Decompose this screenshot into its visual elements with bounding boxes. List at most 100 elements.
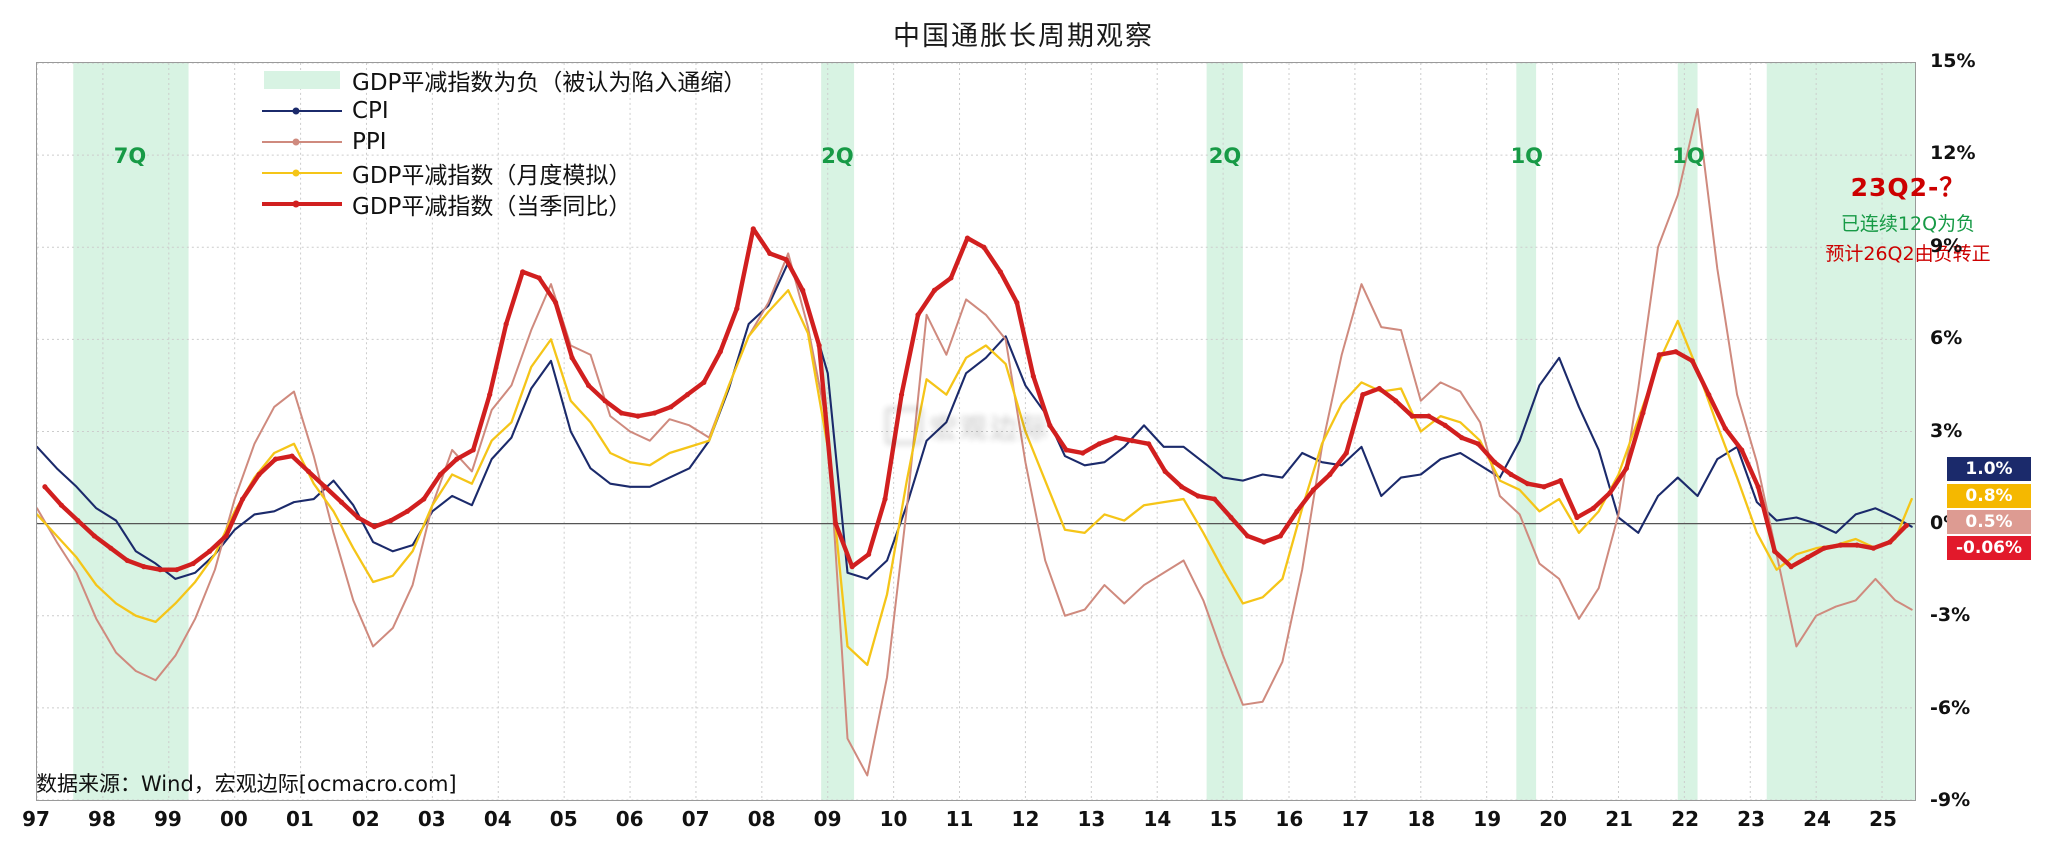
series-marker-3: [322, 484, 328, 490]
series-marker-3: [1426, 413, 1432, 419]
x-axis-tick: 09: [813, 807, 842, 831]
legend-item-cpi[interactable]: CPI: [258, 95, 746, 126]
series-marker-3: [1524, 481, 1531, 487]
x-axis-tick: 13: [1077, 807, 1106, 831]
series-marker-3: [124, 557, 130, 564]
series-marker-3: [487, 392, 493, 398]
series-marker-3: [1788, 564, 1794, 570]
legend-marker-icon: [292, 169, 300, 176]
deflation-band-label-3: 1Q: [1510, 144, 1544, 168]
series-marker-3: [1640, 410, 1646, 416]
legend-marker-icon: [292, 200, 300, 207]
series-marker-3: [585, 382, 592, 389]
deflation-band-0: [73, 63, 189, 800]
series-marker-3: [371, 524, 377, 530]
legend-item-ppi[interactable]: PPI: [258, 126, 746, 157]
series-marker-3: [618, 410, 625, 416]
series-marker-3: [91, 533, 97, 539]
legend-item-defl_m[interactable]: GDP平减指数（月度模拟）: [258, 157, 746, 189]
x-axis-tick: 19: [1473, 807, 1502, 831]
series-marker-3: [701, 379, 707, 385]
series-marker-3: [833, 521, 839, 527]
series-marker-3: [1162, 468, 1168, 475]
legend-line-icon: [262, 171, 342, 174]
legend-key-ppi: [258, 133, 346, 151]
deflation-band-4: [1677, 63, 1698, 800]
series-marker-3: [849, 564, 855, 570]
series-marker-3: [141, 564, 147, 570]
plot-svg: [37, 63, 1915, 800]
series-marker-3: [1063, 447, 1069, 453]
x-axis-tick: 08: [747, 807, 776, 831]
series-marker-3: [1459, 435, 1465, 441]
legend-marker-icon: [292, 138, 300, 145]
legend-item-defl_q[interactable]: GDP平减指数（当季同比）: [258, 188, 746, 220]
series-line-0: [37, 261, 1913, 580]
series-marker-3: [1244, 533, 1251, 539]
series-line-3: [42, 226, 1909, 572]
series-marker-3: [355, 514, 361, 521]
series-marker-3: [1541, 484, 1547, 490]
series-marker-3: [717, 349, 723, 355]
x-axis-tick: 98: [88, 807, 116, 831]
series-marker-3: [58, 502, 64, 508]
series-marker-3: [1376, 385, 1382, 392]
series-marker-3: [42, 484, 48, 490]
legend-line-icon: [262, 140, 342, 143]
series-marker-3: [552, 299, 559, 306]
x-axis-tick: 00: [219, 807, 248, 831]
series-marker-3: [915, 312, 921, 318]
series-marker-3: [239, 496, 246, 502]
legend-label: GDP平减指数（月度模拟）: [352, 162, 632, 189]
series-marker-3: [1491, 459, 1498, 465]
series-marker-3: [305, 468, 312, 475]
legend-line-icon: [262, 201, 342, 206]
legend-key-cpi: [258, 102, 346, 120]
series-line-2: [37, 289, 1913, 667]
legend-key-defl_m: [258, 164, 346, 182]
series-marker-3: [1360, 392, 1366, 398]
series-marker-3: [223, 533, 229, 539]
y-axis-tick: 12%: [1930, 142, 1976, 165]
series-marker-3: [1689, 358, 1695, 364]
legend-label: CPI: [352, 97, 389, 124]
y-axis-tick: 15%: [1930, 50, 1976, 72]
series-marker-3: [1096, 441, 1102, 447]
series-marker-3: [1211, 496, 1218, 502]
x-axis-tick: 23: [1737, 807, 1765, 831]
x-axis-tick: 04: [483, 807, 512, 831]
series-marker-3: [1393, 398, 1399, 404]
series-marker-3: [1837, 542, 1844, 548]
x-axis-tick: 21: [1605, 807, 1634, 831]
y-axis-tick: 9%: [1930, 234, 1963, 257]
series-marker-3: [1343, 450, 1349, 456]
page-title: 中国通胀长周期观察: [893, 21, 1154, 52]
series-marker-3: [190, 560, 196, 567]
series-marker-3: [569, 355, 575, 361]
y-axis-tick: -9%: [1930, 789, 1971, 811]
annotation-line-2: 已连续12Q为负: [1840, 213, 1976, 235]
series-marker-3: [1821, 545, 1827, 551]
forecast-annotation: 23Q2-？ 已连续12Q为负 预计26Q2由负转正: [1778, 168, 2038, 266]
series-marker-3: [997, 269, 1003, 275]
annotation-line-1: 23Q2-？: [1850, 173, 1966, 202]
series-marker-3: [1014, 299, 1020, 306]
series-marker-3: [1854, 542, 1860, 548]
series-marker-3: [536, 275, 542, 281]
series-marker-3: [1327, 471, 1333, 478]
x-axis-tick: 14: [1143, 807, 1172, 831]
legend-label: PPI: [352, 128, 387, 155]
legend-item-band[interactable]: GDP平减指数为负（被认为陷入通缩）: [258, 64, 746, 96]
deflation-band-label-1: 2Q: [821, 144, 854, 168]
x-axis-tick: 01: [285, 807, 314, 831]
series-marker-3: [75, 517, 81, 524]
x-axis-tick: 25: [1869, 807, 1897, 831]
series-marker-3: [1442, 422, 1448, 428]
series-marker-3: [1574, 514, 1580, 521]
series-marker-3: [981, 244, 987, 250]
deflation-band-label-0: 7Q: [113, 144, 147, 168]
series-marker-3: [421, 496, 427, 502]
series-marker-3: [684, 392, 690, 398]
x-axis-tick: 10: [879, 807, 908, 831]
